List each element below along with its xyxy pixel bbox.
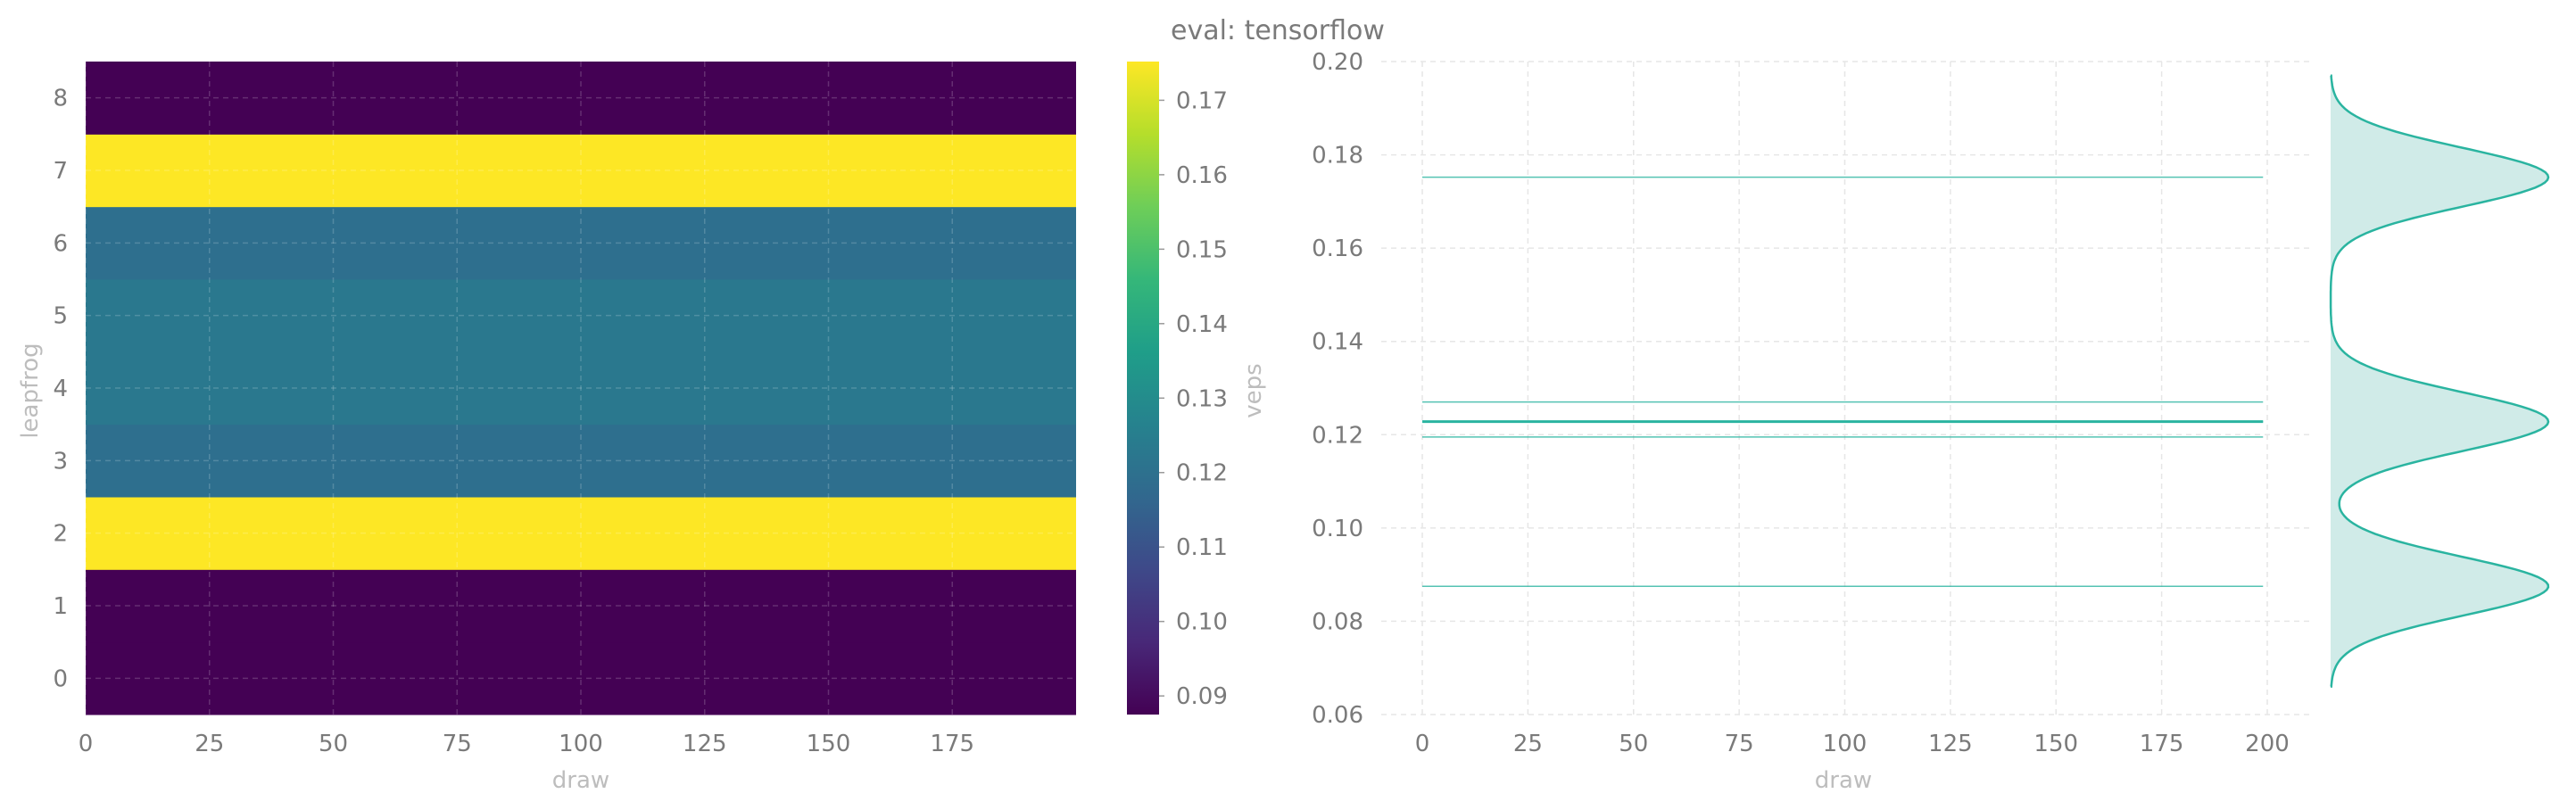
trace-x-tick: 100 — [1823, 731, 1868, 757]
figure-title: eval: tensorflow — [1171, 15, 1385, 46]
trace-x-tick: 200 — [2245, 731, 2290, 757]
heatmap-y-tick: 6 — [53, 230, 68, 257]
heatmap-row-1 — [86, 569, 1076, 643]
heatmap-y-tick: 7 — [53, 158, 68, 185]
heatmap-y-tick: 2 — [53, 521, 68, 548]
heatmap-y-tick: 0 — [53, 665, 68, 692]
heatmap-row-3 — [86, 424, 1076, 498]
heatmap-row-7 — [86, 134, 1076, 208]
heatmap-x-tick: 25 — [195, 731, 224, 757]
colorbar-tick: 0.13 — [1176, 385, 1228, 412]
trace-x-tick: 75 — [1725, 731, 1754, 757]
heatmap-row-6 — [86, 206, 1076, 280]
trace-grid — [1381, 61, 2309, 715]
trace-y-tick: 0.06 — [1312, 702, 1363, 729]
heatmap-x-tick: 50 — [319, 731, 348, 757]
colorbar-tick: 0.16 — [1176, 162, 1228, 189]
trace-x-tick: 25 — [1513, 731, 1543, 757]
colorbar-tick: 0.14 — [1176, 311, 1228, 338]
heatmap-x-tick: 150 — [807, 731, 851, 757]
heatmap-y-tick: 4 — [53, 376, 68, 402]
trace-x-tick: 0 — [1415, 731, 1430, 757]
heatmap-panel: 0 25 50 75 100 125 150 175 0 1 2 3 4 5 6 7 8 draw leapf… — [17, 62, 1076, 794]
heatmap-y-axis-label: leapfrog — [17, 343, 44, 438]
heatmap-y-tick: 5 — [53, 303, 68, 330]
colorbar-gradient — [1127, 62, 1159, 715]
colorbar: 0.09 0.10 0.11 0.12 0.13 0.14 0.15 0.16 0.17 vep… — [1127, 62, 1267, 715]
heatmap-rows — [86, 62, 1076, 715]
trace-x-tick: 50 — [1619, 731, 1648, 757]
heatmap-row-5 — [86, 279, 1076, 352]
trace-y-tick: 0.12 — [1312, 422, 1363, 449]
trace-y-tick: 0.16 — [1312, 236, 1363, 262]
trace-lines — [1422, 176, 2264, 587]
colorbar-tick: 0.11 — [1176, 534, 1228, 561]
heatmap-row-2 — [86, 497, 1076, 570]
trace-y-tick: 0.10 — [1312, 516, 1363, 542]
trace-y-tick: 0.20 — [1312, 49, 1363, 76]
colorbar-tick: 0.10 — [1176, 609, 1228, 636]
heatmap-row-0 — [86, 641, 1076, 715]
colorbar-tick: 0.15 — [1176, 236, 1228, 263]
heatmap-x-axis-label: draw — [552, 767, 609, 794]
colorbar-tick: 0.12 — [1176, 460, 1228, 487]
heatmap-row-8 — [86, 62, 1076, 135]
heatmap-y-tick: 3 — [53, 448, 68, 475]
trace-y-tick: 0.08 — [1312, 608, 1363, 635]
heatmap-x-tick: 125 — [683, 731, 727, 757]
trace-x-tick-labels: 0 25 50 75 100 125 150 175 200 — [1415, 731, 2290, 757]
trace-y-tick-labels: 0.06 0.08 0.10 0.12 0.14 0.16 0.18 0.20 — [1312, 49, 1363, 729]
heatmap-x-tick: 175 — [930, 731, 974, 757]
trace-x-tick: 125 — [1928, 731, 1973, 757]
heatmap-x-tick-labels: 0 25 50 75 100 125 150 175 — [79, 731, 974, 757]
density-panel — [2329, 74, 2550, 688]
heatmap-row-4 — [86, 351, 1076, 426]
colorbar-tick: 0.17 — [1176, 87, 1228, 114]
colorbar-tick-labels: 0.09 0.10 0.11 0.12 0.13 0.14 0.15 0.16 0.17 — [1159, 87, 1228, 710]
heatmap-y-tick-labels: 0 1 2 3 4 5 6 7 8 — [53, 86, 68, 693]
density-curve — [2329, 74, 2550, 688]
trace-x-tick: 175 — [2140, 731, 2184, 757]
heatmap-x-tick: 0 — [79, 731, 94, 757]
heatmap-x-tick: 75 — [443, 731, 472, 757]
heatmap-y-tick: 1 — [53, 593, 68, 620]
heatmap-grid — [85, 62, 1076, 715]
heatmap-y-tick: 8 — [53, 86, 68, 112]
heatmap-x-tick: 100 — [559, 731, 603, 757]
trace-y-tick: 0.14 — [1312, 329, 1363, 356]
colorbar-tick: 0.09 — [1176, 683, 1228, 710]
colorbar-label: veps — [1240, 363, 1267, 417]
trace-panel: 0 25 50 75 100 125 150 175 200 0.060.080.100.120… — [1312, 49, 2309, 794]
trace-y-tick: 0.18 — [1312, 143, 1363, 169]
trace-x-tick: 150 — [2033, 731, 2078, 757]
trace-x-axis-label: draw — [1815, 767, 1872, 794]
